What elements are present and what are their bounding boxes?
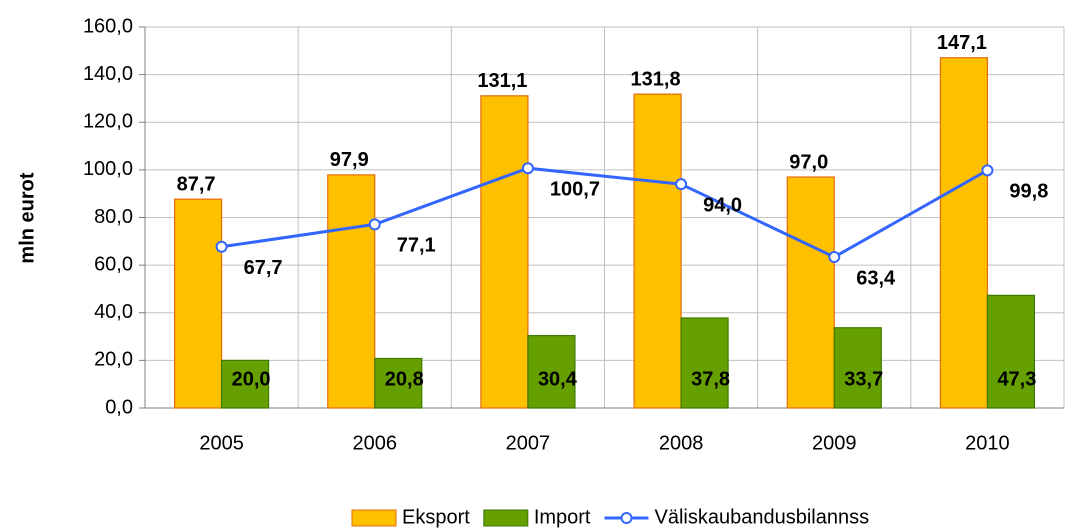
value-label: 100,7 [550, 178, 600, 200]
legend-marker [620, 512, 633, 524]
y-tick-label: 140,0 [83, 63, 133, 85]
value-label: 67,7 [244, 257, 283, 279]
line-point [675, 178, 688, 191]
legend-label: Väliskaubandusbilannss [655, 506, 870, 528]
x-tick-label: 2008 [659, 432, 704, 454]
value-label: 97,0 [789, 151, 828, 173]
legend-swatch [483, 509, 529, 527]
y-tick-label: 60,0 [94, 253, 133, 275]
legend-label: Eksport [402, 506, 470, 528]
value-label: 97,9 [330, 149, 369, 171]
legend-label: Import [534, 506, 591, 528]
value-label: 147,1 [937, 32, 987, 54]
value-label: 33,7 [844, 368, 883, 390]
y-tick-label: 160,0 [83, 15, 133, 37]
bar [173, 198, 223, 409]
value-label: 131,1 [477, 70, 527, 92]
line-point [981, 164, 994, 177]
bar [220, 359, 270, 409]
x-tick-label: 2007 [506, 432, 551, 454]
line-point [368, 218, 381, 231]
y-tick-label: 0,0 [105, 396, 133, 418]
legend-swatch [351, 509, 397, 527]
x-tick-label: 2005 [199, 432, 244, 454]
value-label: 99,8 [1009, 181, 1048, 203]
y-tick-label: 40,0 [94, 301, 133, 323]
y-tick-label: 120,0 [83, 111, 133, 133]
line [221, 166, 989, 259]
value-label: 20,8 [385, 368, 424, 390]
line-point [521, 162, 534, 175]
value-label: 131,8 [631, 68, 681, 90]
bar [786, 176, 835, 409]
x-tick-label: 2010 [965, 432, 1010, 454]
y-tick-label: 100,0 [83, 158, 133, 180]
value-label: 47,3 [997, 368, 1036, 390]
bar [986, 294, 1036, 409]
bar [680, 317, 729, 409]
value-label: 63,4 [856, 267, 896, 289]
x-tick-label: 2006 [353, 432, 398, 454]
bar [833, 327, 882, 409]
value-label: 77,1 [397, 235, 436, 257]
value-label: 37,8 [691, 368, 730, 390]
y-tick-label: 80,0 [94, 206, 133, 228]
bar [327, 174, 376, 409]
bar [939, 57, 989, 409]
y-tick-label: 20,0 [94, 349, 133, 371]
value-label: 94,0 [703, 194, 742, 216]
line-point [828, 251, 841, 264]
bar [633, 93, 682, 409]
x-tick-label: 2009 [812, 432, 857, 454]
line-point [215, 240, 228, 253]
value-label: 87,7 [177, 173, 216, 195]
bar [527, 335, 576, 409]
value-label: 30,4 [538, 368, 578, 390]
y-axis-label: mln eurot [16, 172, 38, 263]
value-label: 20,0 [232, 368, 271, 390]
bar [480, 95, 529, 409]
bar [374, 357, 423, 409]
